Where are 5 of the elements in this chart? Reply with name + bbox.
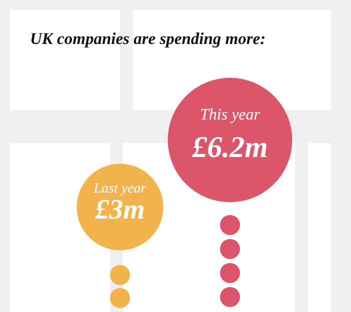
category-label: This year <box>200 106 261 124</box>
text: UK companies are spending more: <box>30 29 266 48</box>
data-label: £3m <box>94 194 145 226</box>
category-label: Last year <box>92 182 147 197</box>
data-label: £6.2m <box>191 130 268 164</box>
